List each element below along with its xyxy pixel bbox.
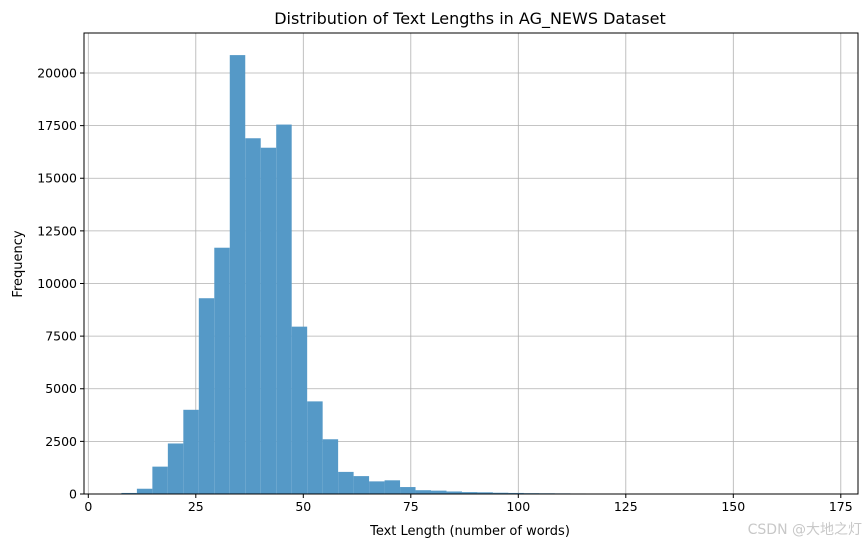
histogram-bar xyxy=(307,401,323,494)
x-tick-label: 25 xyxy=(188,499,204,514)
histogram-bar xyxy=(229,55,246,494)
y-axis-ticks: 0 2500 5000 7500 10000 12500 15000 17500 20000 xyxy=(37,65,84,502)
y-axis-label: Frequency xyxy=(11,230,26,297)
histogram-bar xyxy=(446,491,462,494)
histogram-bar xyxy=(291,326,308,494)
y-tick-label: 7500 xyxy=(45,329,77,344)
histogram-bar xyxy=(400,487,416,494)
y-tick-label: 15000 xyxy=(37,171,77,186)
histogram-bar xyxy=(415,490,432,494)
y-tick-label: 20000 xyxy=(37,65,77,80)
y-tick-label: 2500 xyxy=(45,434,77,449)
histogram-bar xyxy=(492,492,509,494)
histogram-bar xyxy=(461,492,478,494)
y-tick-label: 12500 xyxy=(37,223,77,238)
x-tick-label: 75 xyxy=(403,499,419,514)
y-tick-label: 0 xyxy=(69,487,77,502)
y-tick-label: 5000 xyxy=(45,381,77,396)
histogram-bar xyxy=(198,298,215,494)
x-tick-label: 100 xyxy=(506,499,530,514)
histogram-bar xyxy=(214,247,230,494)
histogram-bar xyxy=(276,124,292,495)
histogram-bar xyxy=(369,481,385,494)
histogram-bar xyxy=(322,439,339,494)
watermark-text: CSDN @大地之灯 xyxy=(747,522,862,538)
x-tick-label: 50 xyxy=(295,499,311,514)
histogram-bar xyxy=(338,471,354,494)
histogram-bar xyxy=(121,492,137,494)
plot-frame xyxy=(83,32,859,495)
bars-group xyxy=(121,55,648,495)
chart-title: Distribution of Text Lengths in AG_NEWS … xyxy=(274,9,666,29)
x-axis-ticks: 0 25 50 75 100 125 150 175 xyxy=(84,494,853,514)
histogram-bar xyxy=(260,147,277,494)
histogram-bar xyxy=(477,492,493,494)
histogram-bar xyxy=(508,492,524,494)
x-axis-label: Text Length (number of words) xyxy=(369,524,570,539)
x-tick-label: 0 xyxy=(84,499,92,514)
x-tick-label: 150 xyxy=(721,499,745,514)
x-tick-label: 125 xyxy=(614,499,638,514)
y-tick-label: 17500 xyxy=(37,118,77,133)
histogram-bar xyxy=(167,443,184,494)
y-tick-label: 10000 xyxy=(37,276,77,291)
histogram-bar xyxy=(384,480,401,494)
histogram-bar xyxy=(136,488,153,494)
histogram-bar xyxy=(431,490,447,494)
histogram-bar xyxy=(353,476,370,494)
histogram-bar xyxy=(152,466,168,494)
histogram-bar xyxy=(183,409,199,494)
histogram-bar xyxy=(245,138,261,494)
x-tick-label: 175 xyxy=(829,499,853,514)
